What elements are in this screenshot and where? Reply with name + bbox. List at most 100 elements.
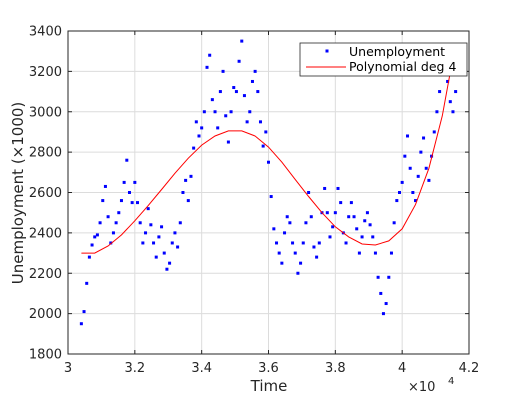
- scatter-point: [365, 211, 369, 215]
- x-exponent-power: 4: [448, 376, 454, 387]
- scatter-point: [368, 223, 372, 227]
- y-tick-label: 1800: [29, 348, 62, 363]
- scatter-point: [208, 53, 212, 57]
- scatter-point: [258, 120, 262, 124]
- scatter-point: [288, 221, 292, 225]
- scatter-point: [339, 201, 343, 205]
- y-tick-label: 2600: [29, 186, 62, 201]
- scatter-point: [224, 114, 228, 118]
- scatter-point: [264, 130, 268, 134]
- scatter-point: [248, 110, 252, 114]
- scatter-point: [272, 227, 276, 231]
- scatter-point: [98, 221, 102, 225]
- scatter-point: [210, 98, 214, 102]
- scatter-point: [381, 312, 385, 316]
- scatter-point: [127, 191, 131, 194]
- scatter-point: [277, 251, 281, 255]
- scatter-point: [291, 241, 295, 245]
- scatter-point: [181, 191, 185, 194]
- scatter-point: [138, 221, 142, 225]
- scatter-point: [197, 134, 201, 138]
- scatter-point: [411, 191, 415, 194]
- scatter-point: [347, 215, 351, 219]
- scatter-point: [301, 241, 305, 245]
- scatter-point: [170, 241, 174, 245]
- scatter-point: [253, 69, 257, 73]
- scatter-point: [250, 79, 254, 83]
- scatter-series: [79, 39, 458, 326]
- scatter-point: [446, 79, 450, 83]
- scatter-point: [283, 231, 287, 235]
- scatter-point: [192, 146, 196, 150]
- scatter-point: [136, 201, 140, 205]
- scatter-point: [376, 275, 380, 279]
- scatter-point: [229, 110, 233, 114]
- x-axis-label: Time: [250, 377, 288, 395]
- scatter-point: [307, 191, 311, 194]
- scatter-point: [146, 207, 150, 211]
- x-tick-label: 4.2: [459, 361, 480, 376]
- scatter-point: [312, 245, 316, 249]
- y-axis-label: Unemployment (×1000): [9, 102, 27, 285]
- scatter-point: [379, 291, 383, 295]
- legend-label-scatter: Unemployment: [349, 44, 445, 59]
- scatter-point: [157, 235, 161, 239]
- scatter-point: [299, 261, 303, 265]
- scatter-point: [95, 233, 99, 237]
- x-tick-label: 3: [64, 361, 72, 376]
- scatter-point: [363, 219, 367, 223]
- scatter-point: [304, 221, 308, 225]
- scatter-point: [221, 69, 225, 73]
- scatter-point: [245, 120, 249, 124]
- scatter-point: [160, 225, 164, 229]
- scatter-point: [189, 174, 193, 178]
- y-tick-label: 2000: [29, 307, 62, 322]
- scatter-point: [438, 90, 442, 94]
- scatter-point: [395, 199, 399, 203]
- scatter-point: [432, 130, 436, 134]
- scatter-point: [333, 211, 337, 215]
- x-tick-label: 3.4: [191, 361, 212, 376]
- scatter-point: [360, 235, 364, 239]
- scatter-point: [400, 180, 404, 184]
- scatter-point: [414, 199, 418, 203]
- scatter-point: [133, 180, 137, 184]
- y-tick-label: 3200: [29, 65, 62, 80]
- scatter-point: [242, 94, 246, 98]
- scatter-point: [152, 241, 156, 245]
- scatter-point: [90, 243, 94, 247]
- scatter-point: [200, 126, 204, 130]
- scatter-point: [408, 166, 412, 170]
- scatter-point: [117, 211, 121, 215]
- scatter-point: [323, 186, 327, 190]
- scatter-point: [357, 251, 361, 255]
- scatter-point: [416, 174, 420, 178]
- scatter-point: [269, 195, 273, 199]
- y-tick-label: 2400: [29, 226, 62, 241]
- scatter-point: [119, 199, 123, 203]
- x-tick-label: 3.2: [124, 361, 145, 376]
- scatter-point: [194, 120, 198, 124]
- scatter-point: [285, 215, 289, 219]
- scatter-point: [309, 215, 313, 219]
- scatter-point: [293, 251, 297, 255]
- axis-ticks: 3 3.2 3.4 3.6 3.8 4 4.2 1800 2000 2200 2400 2600 280…: [29, 25, 479, 377]
- scatter-point: [144, 231, 148, 235]
- scatter-point: [216, 126, 220, 130]
- scatter-point: [202, 110, 206, 114]
- scatter-point: [237, 59, 241, 63]
- scatter-point: [336, 186, 340, 190]
- scatter-point: [403, 154, 407, 158]
- scatter-point: [275, 241, 279, 245]
- scatter-point: [387, 275, 391, 279]
- x-tick-label: 3.8: [325, 361, 346, 376]
- scatter-point: [103, 184, 107, 188]
- scatter-point: [424, 166, 428, 170]
- scatter-point: [256, 90, 260, 94]
- scatter-point: [344, 241, 348, 245]
- scatter-point: [114, 221, 118, 225]
- scatter-point: [226, 140, 230, 144]
- x-tick-label: 3.6: [258, 361, 279, 376]
- y-tick-label: 3400: [29, 25, 62, 40]
- scatter-point: [234, 90, 238, 94]
